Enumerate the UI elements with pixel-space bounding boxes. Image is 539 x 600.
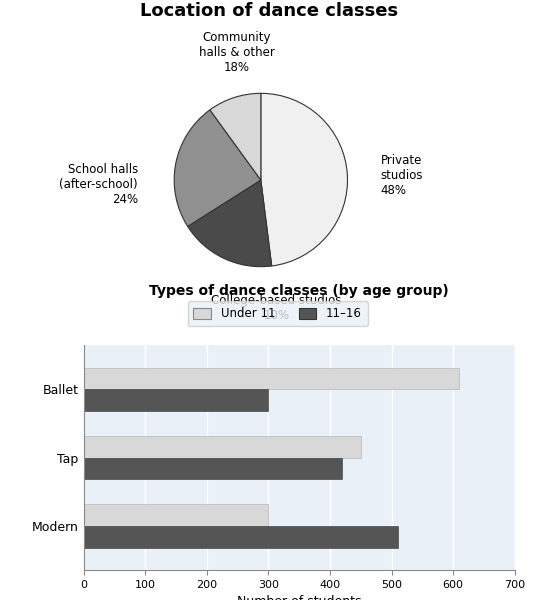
Title: Location of dance classes: Location of dance classes: [141, 2, 398, 20]
Bar: [84, 526, 398, 547]
Bar: [84, 367, 459, 389]
Wedge shape: [210, 94, 261, 180]
Text: School halls
(after-school)
24%: School halls (after-school) 24%: [59, 163, 138, 206]
Title: Types of dance classes (by age group): Types of dance classes (by age group): [149, 284, 449, 298]
Legend: Under 11, 11–16: Under 11, 11–16: [188, 301, 368, 326]
Bar: [84, 504, 268, 526]
Text: Community
halls & other
18%: Community halls & other 18%: [199, 31, 274, 74]
Bar: [84, 457, 342, 479]
Wedge shape: [174, 110, 261, 226]
Wedge shape: [261, 94, 348, 266]
Text: Private
studios
48%: Private studios 48%: [381, 154, 423, 197]
Text: College-based studios
10%: College-based studios 10%: [211, 295, 342, 322]
Bar: [84, 389, 268, 411]
Wedge shape: [188, 180, 272, 266]
Bar: [84, 436, 361, 457]
X-axis label: Number of students: Number of students: [237, 595, 361, 600]
